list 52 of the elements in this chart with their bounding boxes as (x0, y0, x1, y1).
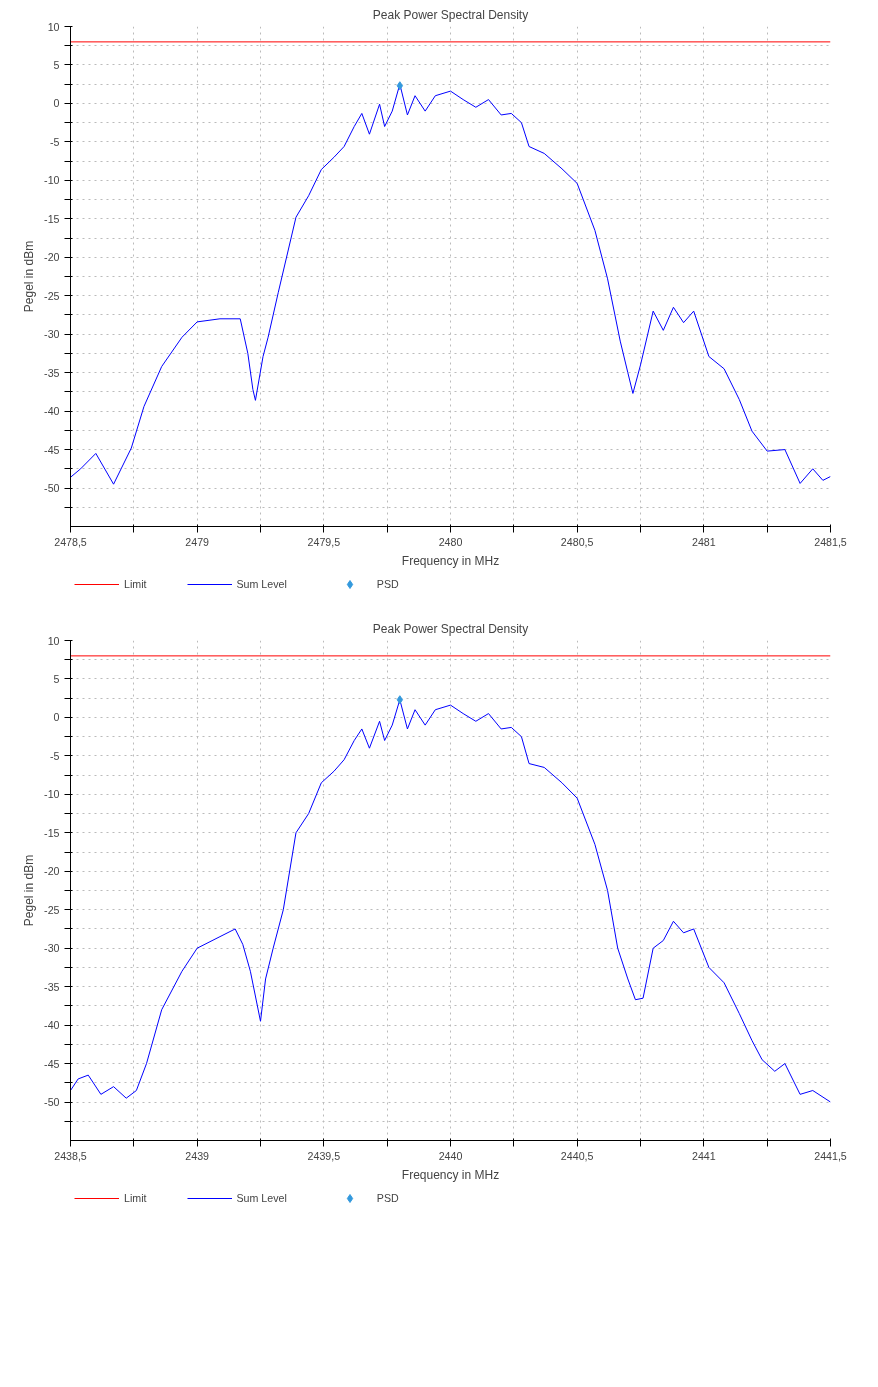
y-tick-label: -15 (44, 826, 60, 839)
y-tick-label: -45 (44, 1057, 60, 1070)
x-tick-label: 2440,5 (560, 1149, 594, 1162)
y-tick-label: -35 (44, 366, 60, 379)
y-tick-label: -5 (50, 135, 60, 148)
y-tick-label: -5 (50, 749, 60, 762)
y-tick-label: 5 (53, 672, 60, 685)
y-tick-label: -15 (44, 212, 60, 225)
y-tick-label: -10 (44, 788, 60, 801)
y-axis-title: Pegel in dBm (22, 240, 37, 313)
y-axis-title: Pegel in dBm (22, 854, 37, 927)
x-tick-label: 2438,5 (54, 1149, 87, 1162)
x-tick-label: 2480 (438, 535, 463, 548)
y-tick-label: -40 (44, 405, 60, 418)
y-tick-label: -40 (44, 1019, 60, 1032)
legend-label: Limit (124, 578, 147, 590)
legend-label: PSD (376, 1192, 399, 1204)
y-tick-label: 0 (53, 97, 60, 110)
legend-label: Sum Level (236, 578, 287, 590)
legend-label: Limit (124, 1192, 147, 1204)
legend-label: PSD (376, 578, 399, 590)
x-tick-label: 2479,5 (307, 535, 341, 548)
x-tick-label: 2439 (185, 1149, 210, 1162)
y-tick-label: 10 (47, 20, 60, 33)
y-tick-label: -25 (44, 903, 60, 916)
x-axis-title: Frequency in MHz (401, 1167, 500, 1182)
y-tick-label: -10 (44, 174, 60, 187)
x-tick-label: 2481 (691, 535, 716, 548)
x-tick-label: 2481,5 (814, 535, 847, 548)
y-tick-label: -50 (44, 1096, 60, 1109)
y-tick-label: -30 (44, 942, 60, 955)
y-tick-label: -20 (44, 251, 60, 264)
x-tick-label: 2478,5 (54, 535, 87, 548)
x-tick-label: 2439,5 (307, 1149, 341, 1162)
y-tick-label: -45 (44, 443, 60, 456)
x-tick-label: 2441,5 (814, 1149, 847, 1162)
x-tick-label: 2441 (691, 1149, 716, 1162)
legend-label: Sum Level (236, 1192, 287, 1204)
y-tick-label: -20 (44, 865, 60, 878)
y-tick-label: 0 (53, 711, 60, 724)
chart-title: Peak Power Spectral Density (372, 7, 529, 22)
y-tick-label: -35 (44, 980, 60, 993)
y-tick-label: -50 (44, 482, 60, 495)
x-tick-label: 2440 (438, 1149, 463, 1162)
chart-title: Peak Power Spectral Density (372, 621, 529, 636)
y-tick-label: 10 (47, 634, 60, 647)
x-tick-label: 2479 (185, 535, 210, 548)
y-tick-label: 5 (53, 58, 60, 71)
y-tick-label: -25 (44, 289, 60, 302)
x-tick-label: 2480,5 (560, 535, 594, 548)
x-axis-title: Frequency in MHz (401, 553, 500, 568)
y-tick-label: -30 (44, 328, 60, 341)
